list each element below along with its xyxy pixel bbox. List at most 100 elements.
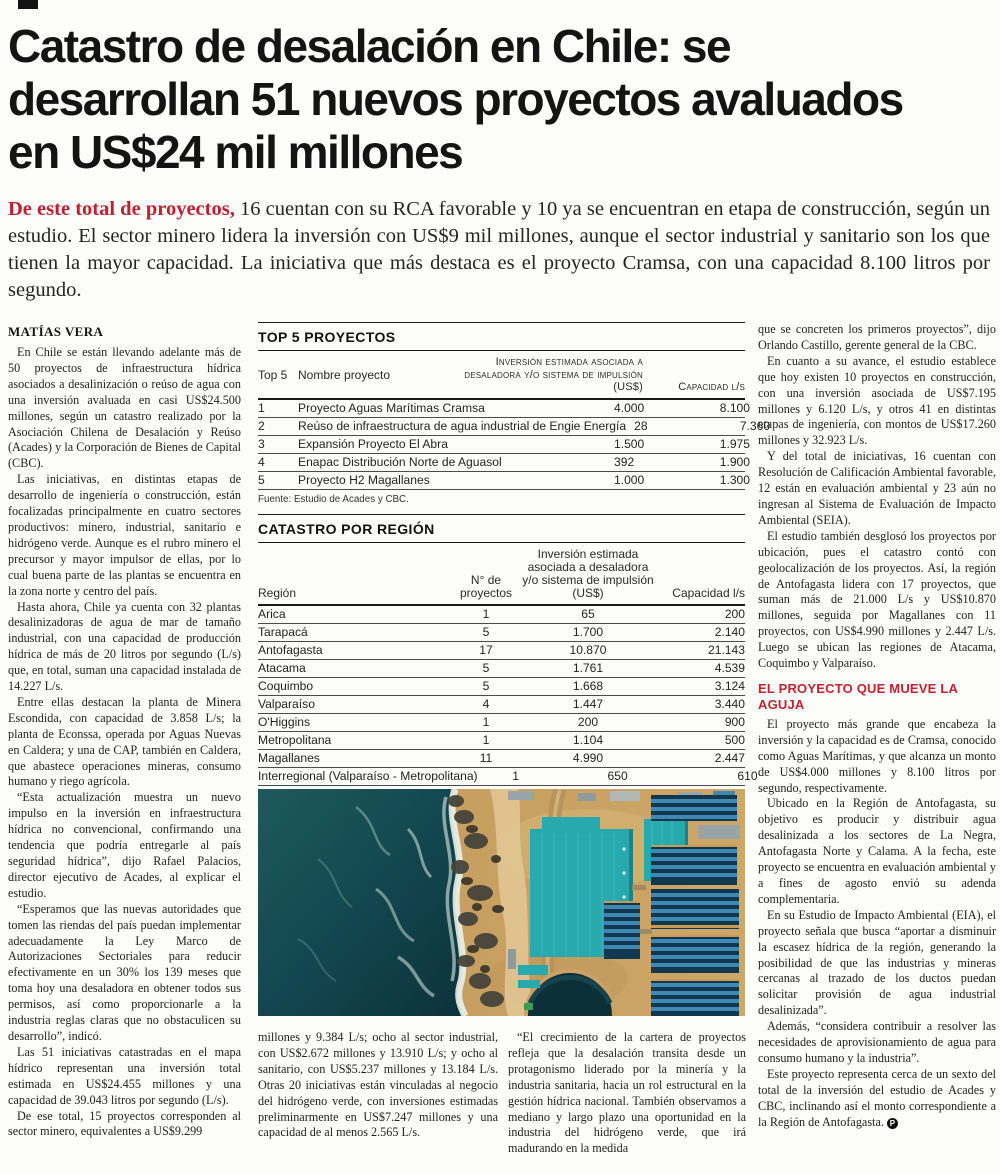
cell-rank: 5 — [258, 472, 265, 487]
cell-region: Atacama — [258, 661, 306, 675]
cell-investment: 200 — [577, 715, 599, 729]
region-table-header: Región N° de proyectos Inversión estimad… — [258, 543, 745, 606]
cell-rank: 1 — [258, 400, 265, 415]
article-paragraph: Este proyecto representa cerca de un sex… — [758, 1067, 996, 1131]
header-rank: Top 5 — [258, 367, 288, 382]
cell-count: 1 — [482, 733, 490, 747]
article-paragraph: “Esperamos que las nuevas autoridades qu… — [8, 901, 241, 1043]
cell-capacity: 3.440 — [714, 697, 745, 711]
cell-investment: 650 — [607, 769, 628, 783]
table-row: 3 Expansión Proyecto El Abra 1.500 1.975 — [258, 436, 750, 454]
table-row: Metropolitana 1 1.104 500 — [258, 732, 745, 750]
table-source: Fuente: Estudio de Acades y CBC. — [258, 493, 409, 505]
article-paragraph: El proyecto más grande que encabeza la i… — [758, 716, 996, 795]
cell-name: Enapac Distribución Norte de Aguasol — [298, 454, 502, 469]
cell-capacity: 1.300 — [719, 472, 750, 487]
table-row: Tarapacá 5 1.700 2.140 — [258, 624, 745, 642]
lead-text: 16 cuentan con su RCA favorable y 10 ya … — [8, 198, 990, 301]
cell-count: 1 — [482, 607, 490, 621]
article-paragraph: Las 51 iniciativas catastradas en el map… — [8, 1044, 241, 1107]
cell-count: 4 — [482, 697, 490, 711]
article-paragraph: De ese total, 15 proyectos corresponden … — [8, 1108, 241, 1139]
article-paragraph: Ubicado en la Región de Antofagasta, su … — [758, 796, 996, 906]
header-investment: Inversión estimada asociada a desaladora… — [464, 356, 643, 393]
cell-rank: 2 — [258, 418, 265, 433]
cell-capacity: 500 — [724, 733, 745, 747]
region-table-title: CATASTRO POR REGIÓN — [258, 514, 745, 543]
header-capacity: Capacidad l/s — [678, 381, 745, 393]
header-capacity: Capacidad l/s — [672, 586, 745, 600]
article-paragraph: En cuanto a su avance, el estudio establ… — [758, 353, 996, 448]
cell-region: Metropolitana — [258, 733, 332, 747]
cell-count: 5 — [482, 625, 490, 639]
lead-kicker: De este total de proyectos, — [8, 198, 235, 220]
cell-region: Coquimbo — [258, 679, 314, 693]
table-row: 2 Reúso de infraestructura de agua indus… — [258, 418, 770, 436]
cell-investment: 1.447 — [572, 697, 604, 711]
table-row: Interregional (Valparaíso - Metropolitan… — [258, 768, 758, 786]
aerial-photo-graphic — [258, 789, 745, 1016]
column-right: que se concreten los primeros proyectos”… — [758, 322, 996, 1131]
cell-region: Arica — [258, 607, 286, 621]
cell-count: 17 — [479, 643, 493, 657]
headline: Catastro de desalación en Chile: se desa… — [8, 20, 993, 179]
cell-name: Expansión Proyecto El Abra — [298, 436, 448, 451]
cell-name: Proyecto Aguas Marítimas Cramsa — [298, 400, 485, 415]
byline: MATÍAS VERA — [8, 324, 104, 339]
cell-investment: 392 — [614, 454, 635, 469]
cell-capacity: 900 — [724, 715, 745, 729]
top5-table-title: TOP 5 PROYECTOS — [258, 322, 745, 351]
cell-capacity: 7.360 — [739, 418, 771, 433]
column-middle: TOP 5 PROYECTOS Top 5 Nombre proyecto In… — [258, 322, 770, 1174]
headline-line-3: en US$24 mil millones — [8, 126, 464, 178]
lead-paragraph: De este total de proyectos, 16 cuentan c… — [8, 196, 990, 304]
article-paragraph: El estudio también desglosó los proyecto… — [758, 528, 996, 671]
top5-table: TOP 5 PROYECTOS Top 5 Nombre proyecto In… — [258, 322, 770, 514]
cell-capacity: 1.900 — [719, 454, 750, 469]
cell-investment: 28 — [634, 418, 648, 433]
cell-count: 1 — [512, 769, 519, 783]
cell-region: Valparaíso — [258, 697, 315, 711]
headline-line-1: Catastro de desalación en Chile: se — [8, 20, 732, 72]
table-row: O'Higgins 1 200 900 — [258, 714, 745, 732]
cell-investment: 1.700 — [572, 625, 604, 639]
table-row: Magallanes 11 4.990 2.447 — [258, 750, 745, 768]
end-of-article-mark: P — [886, 1117, 898, 1129]
cell-investment: 10.870 — [569, 643, 607, 657]
cell-rank: 3 — [258, 436, 265, 451]
cell-region: Tarapacá — [258, 625, 308, 639]
header-investment: Inversión estimada asociada a desaladora… — [522, 547, 654, 600]
cell-investment: 65 — [581, 607, 595, 621]
cell-investment: 4.990 — [572, 751, 604, 765]
article-paragraph: millones y 9.384 L/s; ocho al sector ind… — [258, 1030, 498, 1140]
cell-rank: 4 — [258, 454, 265, 469]
article-paragraph: En Chile se están llevando adelante más … — [8, 345, 241, 471]
cell-capacity: 2.447 — [714, 751, 745, 765]
column-middle-bottom-left: millones y 9.384 L/s; ocho al sector ind… — [258, 1030, 498, 1141]
article-paragraph: que se concreten los primeros proyectos”… — [758, 322, 996, 352]
header-region: Región — [258, 586, 297, 600]
article-paragraph: “Esta actualización muestra un nuevo imp… — [8, 790, 241, 900]
cell-investment: 1.668 — [572, 679, 604, 693]
cell-region: Magallanes — [258, 751, 320, 765]
article-paragraph: Las iniciativas, en distintas etapas de … — [8, 472, 241, 598]
cell-count: 11 — [479, 751, 493, 765]
table-row: 5 Proyecto H2 Magallanes 1.000 1.300 — [258, 472, 750, 490]
header-name: Nombre proyecto — [298, 367, 391, 382]
cell-count: 5 — [482, 661, 490, 675]
cell-investment: 1.500 — [614, 436, 645, 451]
cell-investment: 1.000 — [614, 472, 645, 487]
cell-capacity: 1.975 — [719, 436, 750, 451]
cell-region: Antofagasta — [258, 643, 323, 657]
cell-investment: 1.761 — [572, 661, 604, 675]
cell-capacity: 4.539 — [714, 661, 745, 675]
cell-name: Reúso de infraestructura de agua industr… — [298, 418, 627, 433]
cell-capacity: 610 — [737, 769, 758, 783]
table-row: Valparaíso 4 1.447 3.440 — [258, 696, 745, 714]
aerial-photo-desalination-plant — [258, 789, 745, 1016]
cell-capacity: 3.124 — [714, 679, 745, 693]
cell-investment: 4.000 — [614, 400, 645, 415]
article-paragraph-text: Este proyecto representa cerca de un sex… — [758, 1066, 996, 1129]
article-paragraph: En su Estudio de Impacto Ambiental (EIA)… — [758, 907, 996, 1018]
